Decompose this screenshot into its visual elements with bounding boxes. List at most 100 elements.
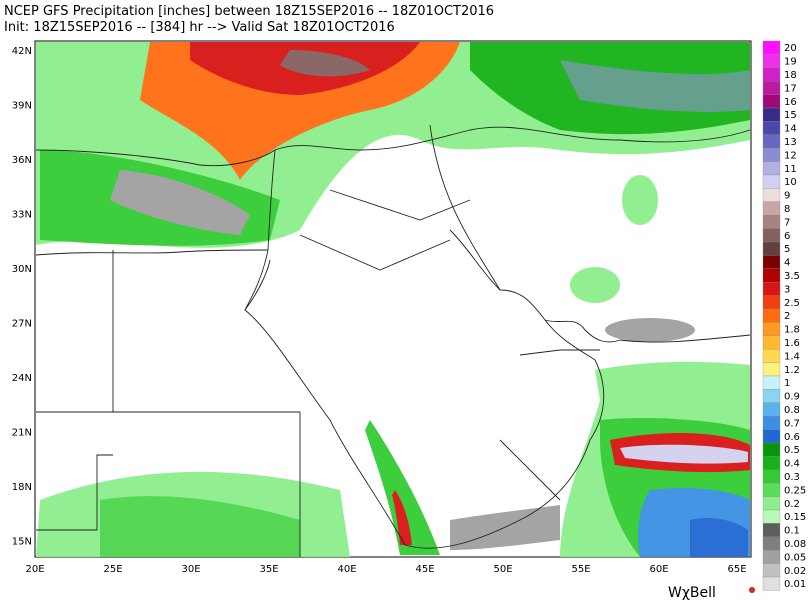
lon-label: 60E bbox=[649, 564, 668, 575]
colorbar-label: 11 bbox=[784, 164, 797, 175]
lat-label: 33N bbox=[12, 210, 32, 221]
colorbar-label: 10 bbox=[784, 177, 797, 188]
colorbar-swatch bbox=[762, 148, 781, 162]
colorbar-swatch bbox=[762, 241, 781, 256]
colorbar-label: 0.25 bbox=[784, 485, 806, 496]
colorbar-swatch bbox=[762, 121, 781, 135]
colorbar-swatch bbox=[762, 94, 781, 109]
colorbar-swatch bbox=[762, 362, 781, 377]
lon-label: 65E bbox=[727, 564, 746, 575]
colorbar-label: 15 bbox=[784, 110, 797, 121]
lat-label: 39N bbox=[12, 101, 32, 112]
colorbar-swatch bbox=[762, 188, 781, 202]
lon-label: 35E bbox=[259, 564, 278, 575]
colorbar-label: 3 bbox=[784, 284, 790, 295]
colorbar-swatch bbox=[762, 161, 781, 176]
colorbar-label: 1.2 bbox=[784, 365, 800, 376]
lon-label: 30E bbox=[181, 564, 200, 575]
colorbar-label: 1.4 bbox=[784, 351, 800, 362]
colorbar-label: 19 bbox=[784, 57, 797, 68]
subtitle: Init: 18Z15SEP2016 -- [384] hr --> Valid… bbox=[4, 20, 395, 35]
colorbar-label: 0.9 bbox=[784, 392, 800, 403]
lon-label: 50E bbox=[493, 564, 512, 575]
colorbar-label: 4 bbox=[784, 258, 790, 269]
lat-label: 27N bbox=[12, 319, 32, 330]
colorbar-label: 17 bbox=[784, 83, 797, 94]
colorbar-swatch bbox=[762, 483, 781, 497]
colorbar-label: 16 bbox=[784, 97, 797, 108]
colorbar-swatch bbox=[762, 442, 781, 457]
lat-label: 42N bbox=[12, 46, 32, 57]
colorbar-swatch bbox=[762, 322, 781, 336]
colorbar-swatch bbox=[762, 215, 781, 229]
colorbar-swatch bbox=[762, 335, 781, 350]
logo: WχBell bbox=[668, 585, 716, 601]
colorbar-swatch bbox=[762, 174, 781, 189]
lon-label: 20E bbox=[25, 564, 44, 575]
colorbar-swatch bbox=[762, 81, 781, 95]
lon-label: 45E bbox=[415, 564, 434, 575]
colorbar-label: 0.2 bbox=[784, 499, 800, 510]
colorbar-swatch bbox=[762, 349, 781, 363]
lon-label: 25E bbox=[103, 564, 122, 575]
precip-fields bbox=[36, 42, 750, 557]
colorbar-label: 3.5 bbox=[784, 271, 800, 282]
lon-label: 40E bbox=[337, 564, 356, 575]
colorbar-swatch bbox=[762, 523, 781, 537]
colorbar-swatch bbox=[762, 469, 781, 484]
coastlines bbox=[35, 124, 751, 557]
colorbar-swatch bbox=[762, 496, 781, 511]
colorbar-label: 7 bbox=[784, 217, 790, 228]
colorbar-label: 0.3 bbox=[784, 472, 800, 483]
lat-label: 15N bbox=[12, 537, 32, 548]
colorbar-label: 18 bbox=[784, 70, 797, 81]
colorbar-label: 0.08 bbox=[784, 539, 806, 550]
colorbar-swatch bbox=[762, 295, 781, 310]
lat-label: 24N bbox=[12, 373, 32, 384]
colorbar-label: 6 bbox=[784, 231, 790, 242]
colorbar-swatch bbox=[762, 509, 781, 524]
colorbar-swatch bbox=[762, 54, 781, 68]
colorbar-swatch bbox=[762, 228, 781, 243]
lat-label: 21N bbox=[12, 428, 32, 439]
colorbar-swatch bbox=[762, 40, 781, 55]
colorbar-label: 0.8 bbox=[784, 405, 800, 416]
colorbar-swatch bbox=[762, 576, 781, 591]
colorbar-swatch bbox=[762, 429, 781, 444]
colorbar-label: 0.1 bbox=[784, 526, 800, 537]
colorbar-swatch bbox=[762, 134, 781, 149]
lat-label: 18N bbox=[12, 482, 32, 493]
colorbar-label: 8 bbox=[784, 204, 790, 215]
colorbar-swatch bbox=[762, 563, 781, 578]
colorbar-label: 0.15 bbox=[784, 512, 806, 523]
colorbar-label: 0.02 bbox=[784, 566, 806, 577]
colorbar-label: 20 bbox=[784, 43, 797, 54]
lon-label: 55E bbox=[571, 564, 590, 575]
colorbar-label: 1 bbox=[784, 378, 790, 389]
colorbar-label: 0.5 bbox=[784, 445, 800, 456]
colorbar-label: 9 bbox=[784, 191, 790, 202]
logo-background bbox=[660, 580, 756, 602]
colorbar-swatch bbox=[762, 308, 781, 323]
colorbar-swatch bbox=[762, 255, 781, 269]
colorbar-swatch bbox=[762, 268, 781, 283]
lat-label: 30N bbox=[12, 264, 32, 275]
colorbar-swatch bbox=[762, 375, 781, 390]
colorbar-swatch bbox=[762, 550, 781, 564]
colorbar-label: 0.7 bbox=[784, 418, 800, 429]
colorbar-swatch bbox=[762, 536, 781, 551]
colorbar-label: 5 bbox=[784, 244, 790, 255]
colorbar-label: 12 bbox=[784, 150, 797, 161]
colorbar-label: 0.4 bbox=[784, 459, 800, 470]
colorbar-swatch bbox=[762, 402, 781, 417]
colorbar-swatch bbox=[762, 201, 781, 216]
colorbar-swatch bbox=[762, 456, 781, 470]
colorbar-label: 2.5 bbox=[784, 298, 800, 309]
logo-dot bbox=[749, 587, 755, 593]
colorbar-label: 1.8 bbox=[784, 325, 800, 336]
colorbar-label: 1.6 bbox=[784, 338, 800, 349]
colorbar-swatch bbox=[762, 282, 781, 296]
colorbar-label: 14 bbox=[784, 124, 797, 135]
